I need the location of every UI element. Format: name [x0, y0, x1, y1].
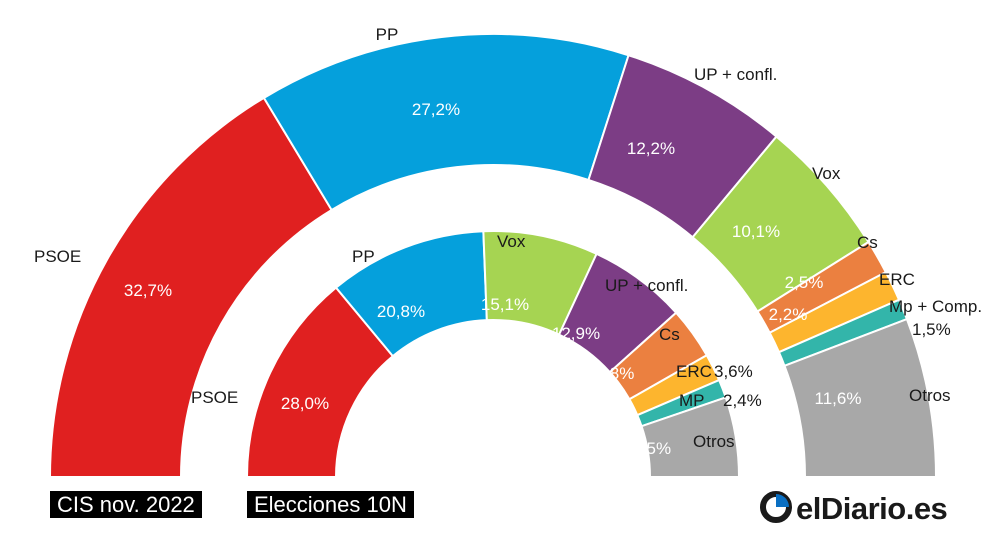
inner-value-psoe: 28,0%: [281, 394, 329, 413]
inner-segment-otros: [640, 396, 741, 478]
inner-ring-elecciones-10n: [245, 230, 741, 478]
inner-label-otros: Otros: [693, 432, 735, 451]
inner-label-cs: Cs: [659, 325, 680, 344]
inner-value-cs: 6,8%: [596, 364, 635, 383]
inner-label-erc: ERC: [676, 362, 712, 381]
outer-value-otros: 11,6%: [815, 389, 862, 408]
inner-label-mp: MP: [679, 391, 705, 410]
caption-cis-nov-2022: CIS nov. 2022: [50, 491, 202, 518]
outer-value-vox: 10,1%: [732, 222, 780, 241]
outer-value-up-confl: 12,2%: [627, 139, 675, 158]
inner-value-mp: 2,4%: [723, 391, 762, 410]
inner-value-vox: 15,1%: [481, 295, 529, 314]
inner-value-up-confl: 12,9%: [552, 324, 600, 343]
outer-label-psoe: PSOE: [34, 247, 81, 266]
outer-label-pp: PP: [376, 25, 399, 44]
inner-label-vox: Vox: [497, 232, 526, 251]
outer-label-mp-comp: Mp + Comp.: [889, 297, 982, 316]
chart-labels: PSOE 32,7% PP 27,2% UP + confl. 12,2% Vox 10,1%…: [34, 25, 982, 458]
outer-label-cs: Cs: [857, 233, 878, 252]
inner-value-otros: 10,5%: [623, 439, 671, 458]
inner-value-erc: 3,6%: [714, 362, 753, 381]
outer-value-cs: 2,5%: [785, 273, 824, 292]
caption-elecciones-10n: Elecciones 10N: [247, 491, 414, 518]
inner-value-pp: 20,8%: [377, 302, 425, 321]
outer-value-mp-comp: 1,5%: [912, 320, 951, 339]
outer-segment-otros: [783, 317, 938, 478]
eldiario-logo-text: elDiario.es: [796, 491, 947, 526]
outer-value-pp: 27,2%: [412, 100, 460, 119]
inner-label-up-confl: UP + confl.: [605, 276, 688, 295]
outer-ring-cis-nov-2022: [48, 33, 938, 478]
outer-label-vox: Vox: [812, 164, 841, 183]
outer-label-up-confl: UP + confl.: [694, 65, 777, 84]
eldiario-logo-mark-icon: [760, 491, 792, 523]
outer-label-erc: ERC: [879, 270, 915, 289]
inner-label-psoe: PSOE: [191, 388, 238, 407]
outer-value-psoe: 32,7%: [124, 281, 172, 300]
outer-label-otros: Otros: [909, 386, 951, 405]
eldiario-es-logo: elDiario.es: [760, 491, 948, 526]
inner-label-pp: PP: [352, 247, 375, 266]
outer-value-erc: 2,2%: [769, 305, 808, 324]
outer-segment-pp: [262, 33, 630, 212]
